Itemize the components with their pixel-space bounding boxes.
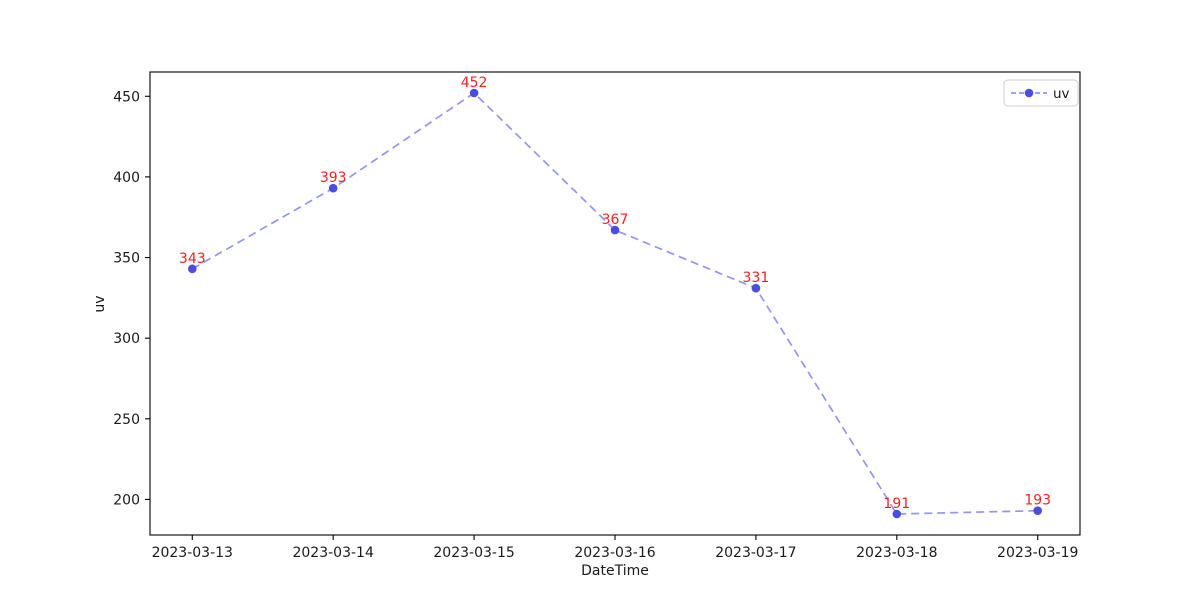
plot-area bbox=[149, 71, 1081, 536]
legend-marker-icon bbox=[1024, 88, 1034, 98]
data-point-marker bbox=[1033, 506, 1042, 515]
point-label: 331 bbox=[743, 270, 770, 286]
y-tick-label: 450 bbox=[113, 89, 140, 105]
point-label: 452 bbox=[461, 75, 488, 91]
point-label: 193 bbox=[1024, 493, 1051, 509]
y-tick-label: 300 bbox=[113, 331, 140, 347]
data-point-marker bbox=[751, 283, 761, 293]
x-tick-label: 2023-03-16 bbox=[574, 545, 655, 561]
y-tick-label: 400 bbox=[113, 170, 140, 186]
y-tick-label: 250 bbox=[113, 412, 140, 428]
x-tick-label: 2023-03-15 bbox=[433, 545, 514, 561]
data-point-marker bbox=[469, 88, 479, 98]
data-point-marker bbox=[892, 509, 902, 519]
data-point-marker bbox=[610, 225, 620, 235]
y-tick-label: 200 bbox=[113, 492, 140, 508]
data-point-marker bbox=[328, 183, 338, 193]
x-tick-label: 2023-03-17 bbox=[715, 545, 796, 561]
chart-generated-content: 200 250 300 350 400 450 2023-03-13 2023-03-14 20… bbox=[113, 75, 1078, 561]
point-label: 367 bbox=[602, 212, 629, 228]
point-label: 191 bbox=[883, 496, 910, 512]
x-axis-title: DateTime bbox=[581, 563, 649, 579]
point-label: 343 bbox=[179, 251, 206, 267]
y-tick-label: 350 bbox=[113, 251, 140, 267]
x-tick-label: 2023-03-19 bbox=[997, 545, 1078, 561]
y-axis-title: uv bbox=[92, 295, 108, 312]
series-line-uv bbox=[191, 91, 1038, 515]
point-label: 393 bbox=[320, 170, 347, 186]
legend-box bbox=[1003, 79, 1079, 107]
legend-label: uv bbox=[1053, 86, 1070, 102]
x-tick-label: 2023-03-18 bbox=[856, 545, 937, 561]
legend: uv bbox=[1003, 79, 1079, 107]
x-tick-label: 2023-03-14 bbox=[292, 545, 373, 561]
data-point-marker bbox=[188, 264, 197, 274]
x-tick-label: 2023-03-13 bbox=[152, 545, 233, 561]
